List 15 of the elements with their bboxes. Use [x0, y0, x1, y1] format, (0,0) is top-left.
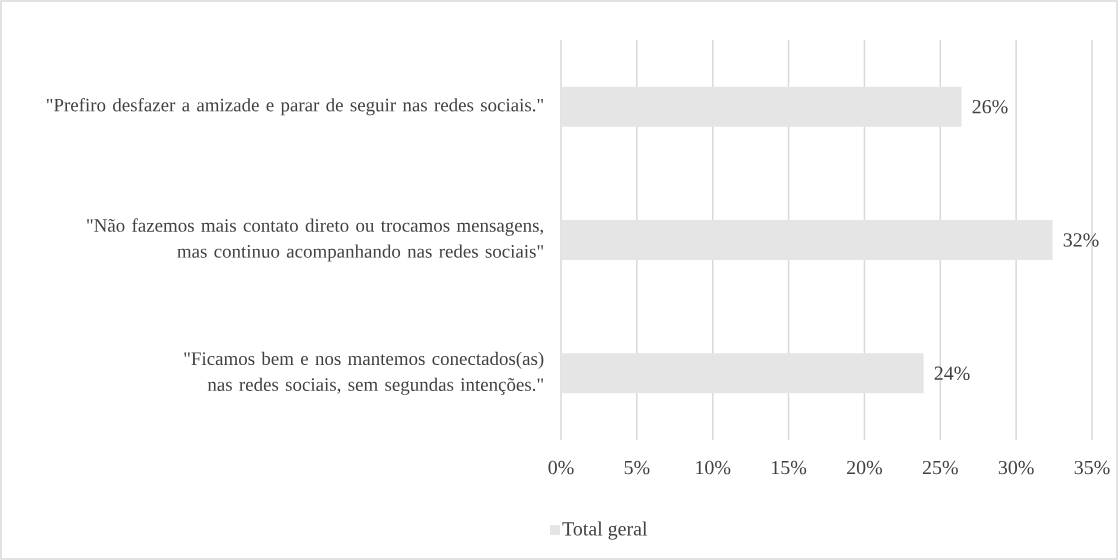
legend-label: Total geral	[562, 521, 648, 540]
x-tick-label: 15%	[772, 460, 807, 475]
x-tick-label: 5%	[624, 460, 650, 475]
data-label: 24%	[934, 366, 970, 381]
x-tick-label: 25%	[922, 460, 958, 475]
y-tick-label: "Prefiro desfazer a amizade e parar de seguir nas redes sociais."	[46, 97, 544, 116]
y-tick-label: "Não fazemos mais contato direto ou trocamos mensagens, mas continuo acompanhando nas redes sociais"	[87, 218, 543, 262]
x-tick-label: 10%	[696, 460, 731, 475]
x-tick-label: 30%	[998, 460, 1034, 475]
data-label: 32%	[1063, 233, 1099, 247]
y-tick-label: "Ficamos bem e nos mantemos conectados(as) nas redes sociais, sem segundas intenções."	[184, 351, 544, 395]
x-tick-label: 20%	[847, 460, 883, 475]
x-tick-label: 35%	[1074, 460, 1110, 475]
x-tick-label: 0%	[548, 460, 574, 475]
data-label: 26%	[972, 99, 1008, 114]
